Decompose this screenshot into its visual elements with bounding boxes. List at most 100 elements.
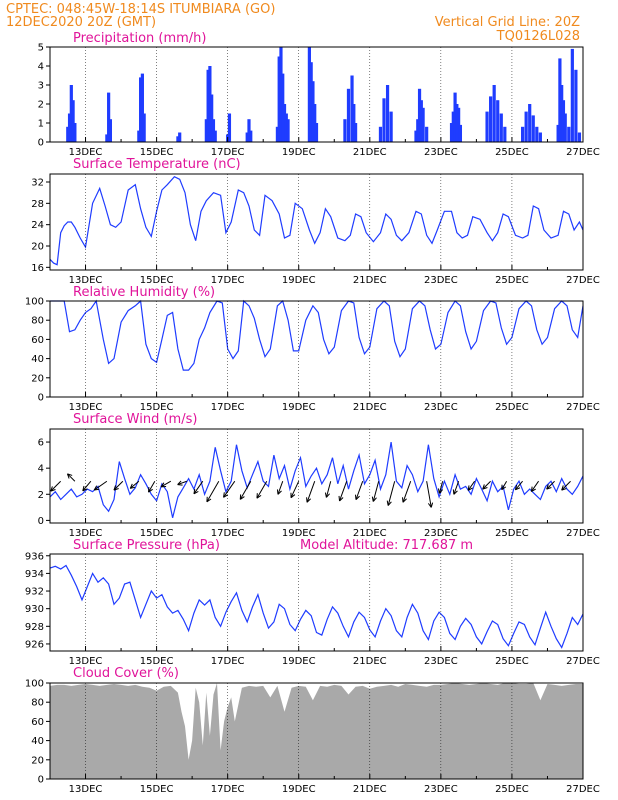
x-tick-label: 13DEC (69, 147, 103, 158)
x-tick-label: 15DEC (140, 528, 174, 539)
precip-bar (419, 100, 423, 142)
x-tick-label: 21DEC (353, 656, 387, 667)
precip-bar (389, 111, 393, 142)
precip-bar (245, 132, 249, 142)
panel-title-precip: Precipitation (mm/h) (73, 31, 206, 46)
precip-bar (108, 119, 113, 142)
x-tick-label: 17DEC (211, 528, 245, 539)
x-tick-label: 23DEC (424, 656, 458, 667)
wind-arrow (256, 480, 268, 499)
wind-arrow (177, 480, 187, 486)
panel-frame (49, 173, 584, 271)
precip-bar (275, 126, 280, 142)
precip-bar (560, 85, 564, 142)
wind-series-line (49, 442, 584, 518)
precip-bar (503, 126, 507, 142)
panel-title-rh: Relative Humidity (%) (73, 285, 215, 300)
precip-bar (286, 119, 290, 142)
x-tick-label: 23DEC (424, 528, 458, 539)
x-tick-label: 13DEC (69, 275, 103, 286)
precip-bar (535, 126, 539, 142)
panel-title-wind: Surface Wind (m/s) (73, 412, 197, 427)
precip-bar (178, 132, 182, 142)
precip-bar (528, 104, 532, 142)
x-tick-label: 27DEC (566, 275, 600, 286)
y-tick-label: 926 (25, 639, 44, 650)
header-model-code: TQ0126L028 (496, 29, 580, 44)
x-tick-label: 15DEC (140, 784, 174, 795)
precip-bar (107, 92, 111, 142)
y-tick-label: 0 (38, 138, 44, 149)
wind-arrow (50, 480, 62, 492)
precip-bar (458, 124, 463, 142)
precip-bar (353, 123, 358, 142)
precip-bar (67, 113, 72, 142)
y-tick-label: 20 (31, 755, 44, 766)
x-tick-label: 19DEC (282, 275, 316, 286)
x-tick-label: 23DEC (424, 147, 458, 158)
precip-bar (313, 104, 317, 142)
x-tick-label: 21DEC (353, 147, 387, 158)
x-tick-label: 21DEC (353, 784, 387, 795)
y-tick-label: 16 (31, 263, 44, 274)
precip-bar (71, 100, 75, 142)
y-tick-label: 936 (25, 551, 44, 562)
wind-arrow (426, 481, 434, 508)
panel-rh: Relative Humidity (%) 13DEC 15DEC 17DEC 19DE… (25, 285, 600, 413)
x-tick-label: 15DEC (140, 275, 174, 286)
panel-temp: Surface Temperature (nC) 13DEC 15DEC 17DEC 1… (31, 157, 600, 286)
precip-bar (558, 58, 562, 142)
precip-bar (309, 62, 313, 143)
y-tick-label: 20 (31, 242, 44, 253)
x-tick-label: 21DEC (353, 528, 387, 539)
precip-bar (346, 88, 351, 142)
y-tick-label: 60 (31, 717, 44, 728)
header-grid-line: Vertical Grid Line: 20Z (435, 15, 580, 30)
rh-series-line (50, 299, 584, 371)
precip-bar (561, 100, 566, 142)
precip-bar (414, 130, 418, 142)
y-tick-label: 80 (31, 698, 44, 709)
panel-frame (49, 46, 584, 143)
precip-bar (204, 119, 208, 142)
x-tick-label: 19DEC (282, 402, 316, 413)
y-tick-label: 5 (38, 43, 44, 54)
precip-bar (277, 56, 281, 142)
precip-bar (489, 96, 493, 142)
wind-arrow (437, 481, 444, 494)
x-tick-label: 25DEC (495, 784, 529, 795)
wind-arrow (482, 480, 491, 490)
cloud-cover-area (50, 683, 583, 779)
x-tick-label: 27DEC (566, 784, 600, 795)
x-tick-label: 17DEC (211, 656, 245, 667)
precip-bar (139, 77, 143, 142)
precip-bar (311, 81, 315, 142)
y-tick-label: 2 (38, 490, 44, 501)
x-tick-label: 17DEC (211, 784, 245, 795)
precip-bar (352, 104, 356, 142)
precip-bar (563, 113, 567, 142)
x-tick-label: 17DEC (211, 402, 245, 413)
header-station: CPTEC: 048:45W-18:14S ITUMBIARA (GO) (6, 2, 275, 17)
precip-bar (421, 107, 425, 142)
x-tick-label: 17DEC (211, 275, 245, 286)
precip-bar (105, 134, 109, 142)
wind-arrow (66, 473, 76, 482)
x-tick-label: 15DEC (140, 147, 174, 158)
x-tick-label: 21DEC (353, 275, 387, 286)
y-tick-label: 930 (25, 604, 44, 615)
y-tick-label: 100 (25, 679, 44, 690)
panel-frame (49, 553, 584, 652)
precip-bar (492, 85, 496, 142)
y-tick-label: 0 (38, 393, 44, 404)
x-tick-label: 19DEC (282, 784, 316, 795)
panel-wind: Surface Wind (m/s) 13DEC 15DEC 17DEC 19DEC 21… (38, 412, 600, 539)
precip-bar (142, 113, 146, 142)
precip-bar (176, 136, 180, 142)
precip-bar (210, 94, 214, 142)
x-tick-label: 15DEC (140, 402, 174, 413)
precip-bar (213, 130, 217, 142)
wind-arrow (546, 480, 555, 490)
precip-bar (249, 130, 253, 142)
wind-arrow (324, 481, 332, 498)
